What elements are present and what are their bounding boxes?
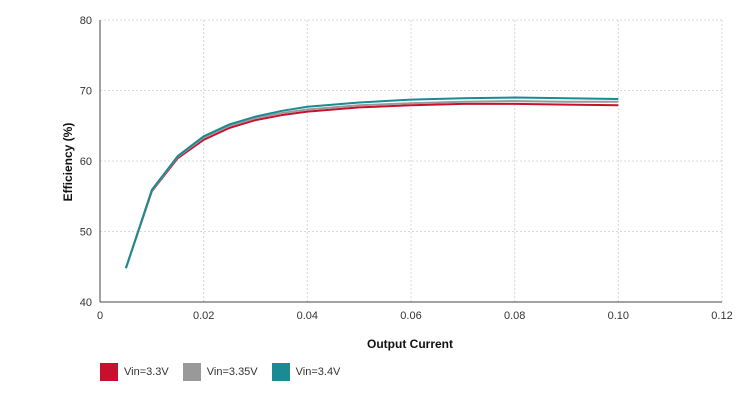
x-tick-label: 0.02 [193, 310, 214, 322]
y-tick-label: 80 [80, 15, 92, 27]
y-tick-label: 50 [80, 227, 92, 239]
y-tick-label: 70 [80, 86, 92, 98]
legend-label: Vin=3.3V [124, 366, 169, 378]
legend-item-vin-3-3v[interactable]: Vin=3.3V [100, 363, 169, 381]
series-line-2 [124, 96, 619, 269]
y-axis-title: Efficiency (%) [61, 123, 75, 202]
x-tick-label: 0.10 [608, 310, 629, 322]
y-tick-label: 40 [80, 297, 92, 309]
x-tick-label: 0.04 [297, 310, 318, 322]
x-tick-label: 0.08 [504, 310, 525, 322]
x-tick-label: 0.12 [711, 310, 732, 322]
legend-label: Vin=3.35V [206, 366, 258, 378]
legend-swatch [182, 363, 201, 381]
series-lines [124, 96, 619, 269]
legend-swatch [100, 363, 118, 381]
x-tick-label: 0 [97, 310, 103, 322]
grid [100, 19, 723, 302]
legend-item-vin-3-4v[interactable]: Vin=3.4V [271, 363, 341, 381]
legend: Vin=3.3V Vin=3.35V Vin=3.4V [100, 363, 340, 381]
legend-label: Vin=3.4V [295, 366, 341, 378]
y-tick-label: 60 [80, 156, 92, 168]
legend-swatch [271, 363, 290, 381]
series-line-0 [124, 102, 619, 269]
series-line-1 [124, 100, 619, 269]
x-axis-title: Output Current [367, 337, 453, 351]
axes: 0 0.02 0.04 0.06 0.08 0.10 0.12 40 50 60 70 80 [80, 15, 733, 322]
legend-item-vin-3-35v[interactable]: Vin=3.35V [182, 363, 258, 381]
x-tick-label: 0.06 [400, 310, 421, 322]
